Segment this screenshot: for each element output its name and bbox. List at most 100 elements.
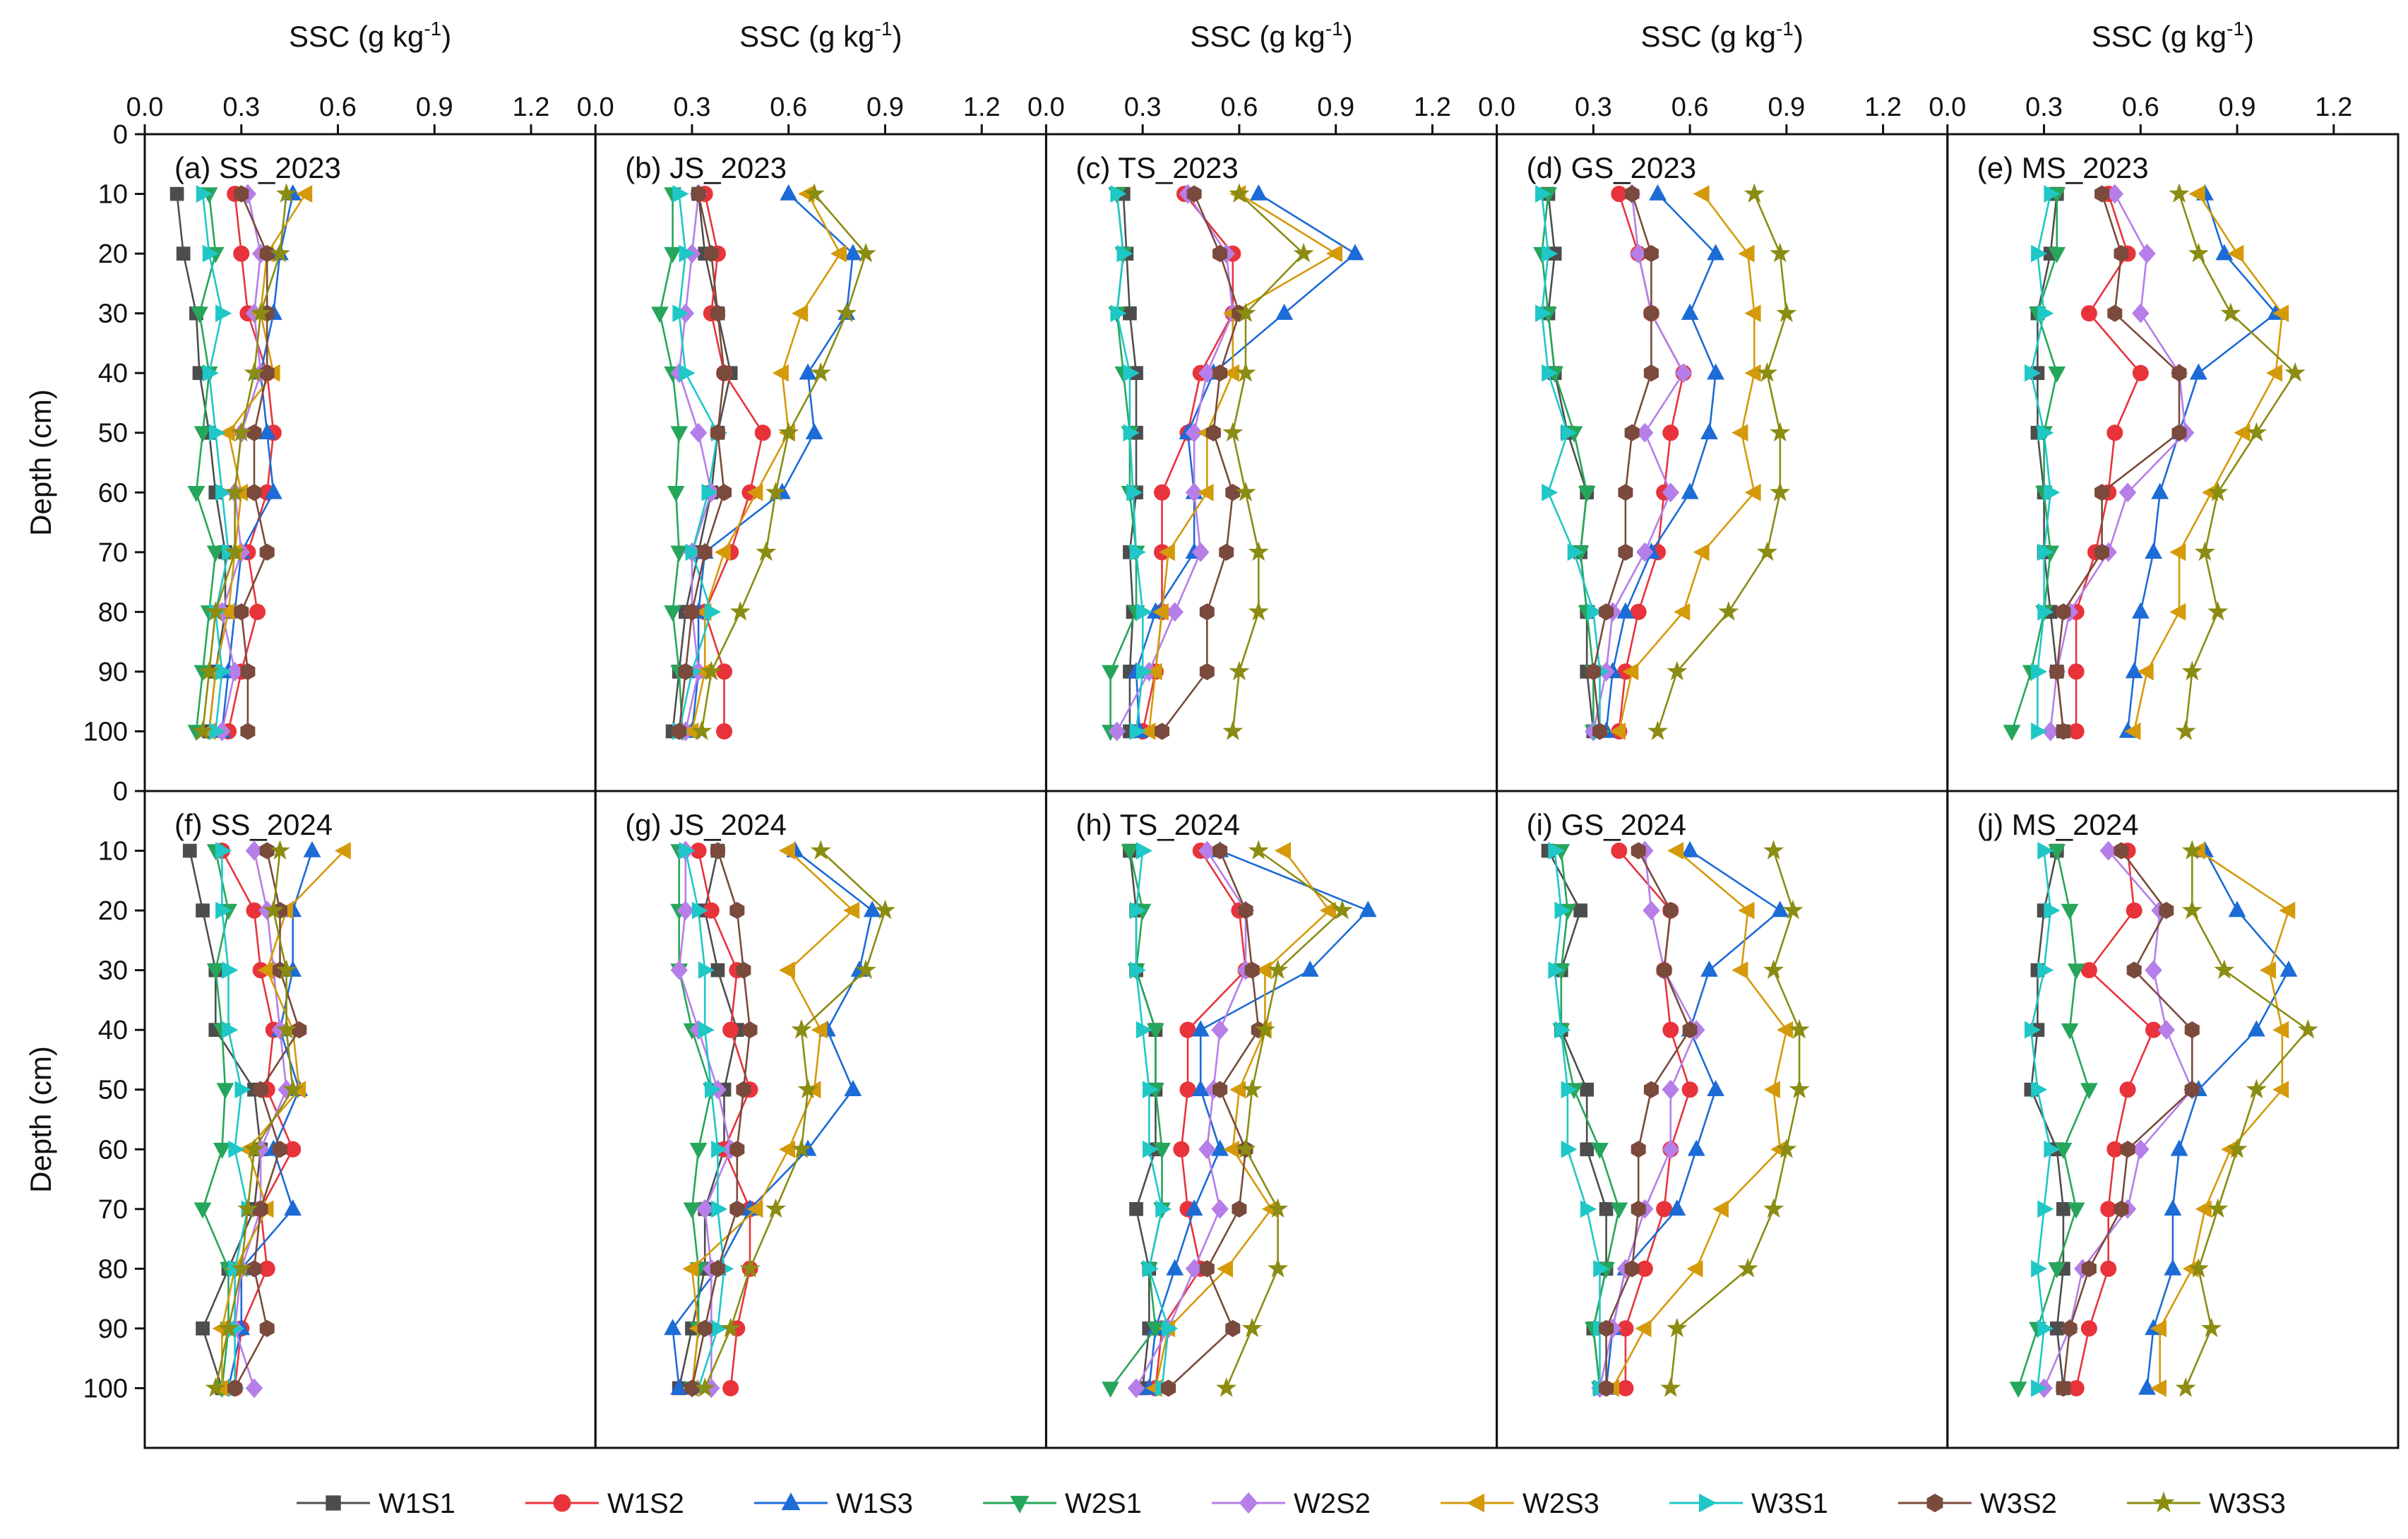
data-point xyxy=(696,1199,714,1219)
x-tick-label: 0.0 xyxy=(1478,93,1515,122)
data-point xyxy=(2048,844,2066,861)
series-line xyxy=(1541,194,1601,732)
data-point xyxy=(729,1141,745,1158)
series-line xyxy=(201,194,287,732)
data-point xyxy=(2175,1377,2196,1397)
data-point xyxy=(2031,662,2048,681)
data-point xyxy=(193,426,212,443)
data-point xyxy=(1216,1377,1237,1397)
y-tick-label: 30 xyxy=(98,299,128,329)
series-W3S3 xyxy=(2175,840,2318,1397)
data-point xyxy=(1707,244,1724,261)
data-point xyxy=(234,603,249,621)
data-point xyxy=(2246,1079,2267,1099)
data-point xyxy=(683,1202,701,1219)
y-tick-label: 40 xyxy=(98,359,128,388)
data-point xyxy=(1643,244,1659,263)
series-line xyxy=(678,194,719,732)
data-point xyxy=(1143,1140,1159,1158)
data-point xyxy=(216,1083,234,1100)
data-point xyxy=(2056,1379,2071,1397)
data-point xyxy=(206,963,225,980)
x-tick-label: 0.6 xyxy=(770,93,807,122)
data-point xyxy=(2195,1200,2212,1218)
data-point xyxy=(2068,663,2085,680)
data-point xyxy=(2169,602,2186,621)
data-point xyxy=(250,302,271,323)
data-point xyxy=(1681,482,1699,499)
y-tick-label: 0 xyxy=(113,777,128,807)
y-tick-label: 60 xyxy=(98,478,128,508)
series-W3S3 xyxy=(2169,183,2306,740)
data-point xyxy=(698,961,715,980)
data-point xyxy=(2056,1201,2070,1216)
data-point xyxy=(711,1140,728,1158)
data-point xyxy=(2215,244,2234,261)
data-point xyxy=(2037,961,2054,980)
series-W3S2 xyxy=(672,185,732,740)
data-point xyxy=(716,723,733,739)
data-point xyxy=(2297,1018,2318,1039)
series-line xyxy=(195,194,217,732)
data-point xyxy=(2150,1379,2166,1397)
data-point xyxy=(245,1378,263,1398)
series-line xyxy=(2056,194,2181,732)
data-point xyxy=(1662,1139,1679,1160)
data-point xyxy=(196,903,210,917)
series-W3S3 xyxy=(1222,183,1314,740)
x-axis-title: SSC (g kg-1) xyxy=(739,18,902,53)
data-point xyxy=(722,1379,739,1396)
series-line xyxy=(1618,850,1691,1389)
series-line xyxy=(701,193,867,732)
data-point xyxy=(2099,840,2117,861)
data-point xyxy=(676,901,695,921)
panel-label: (j) MS_2024 xyxy=(1977,808,2139,841)
data-point xyxy=(714,543,731,561)
data-point xyxy=(1738,244,1755,263)
data-point xyxy=(1744,364,1761,382)
data-point xyxy=(1732,424,1748,442)
data-point xyxy=(1153,1143,1171,1159)
y-tick-label: 20 xyxy=(98,896,128,926)
x-tick-label: 0.9 xyxy=(416,93,453,122)
data-point xyxy=(2131,602,2150,619)
data-point xyxy=(1235,481,1256,501)
series-line xyxy=(2030,850,2065,1389)
series-line xyxy=(176,194,227,732)
data-point xyxy=(1763,1198,1784,1218)
data-point xyxy=(2054,1143,2073,1159)
data-point xyxy=(1542,244,1558,263)
x-tick-label: 1.2 xyxy=(1414,93,1451,122)
data-point xyxy=(2272,1021,2289,1039)
data-point xyxy=(1756,541,1778,561)
data-point xyxy=(2048,366,2066,383)
data-point xyxy=(1254,1018,1275,1039)
data-point xyxy=(2037,1200,2054,1218)
series-line xyxy=(1657,193,1788,732)
data-point xyxy=(1211,1139,1229,1156)
data-point xyxy=(2181,840,2203,860)
panel-label: (f) SS_2024 xyxy=(174,808,333,841)
data-point xyxy=(1618,484,1633,501)
data-point xyxy=(836,302,857,323)
data-point xyxy=(2094,185,2110,203)
data-point xyxy=(240,662,256,681)
data-point xyxy=(1681,840,1699,857)
data-point xyxy=(1198,363,1216,384)
y-tick-label: 90 xyxy=(98,1314,128,1344)
data-point xyxy=(1770,422,1791,442)
data-point xyxy=(1587,602,1604,621)
data-point xyxy=(756,541,777,561)
y-tick-label: 80 xyxy=(98,598,128,627)
series-line xyxy=(240,193,268,732)
data-point xyxy=(672,304,689,323)
y-axis-title: Depth (cm) xyxy=(24,389,57,536)
series-line xyxy=(1605,193,1717,732)
legend-label: W2S1 xyxy=(1065,1488,1142,1519)
data-point xyxy=(710,424,725,441)
series-line xyxy=(221,194,294,732)
data-point xyxy=(1185,482,1203,503)
panel-frame xyxy=(1044,133,1498,792)
x-tick-label: 0.0 xyxy=(577,93,614,122)
series-W1S3 xyxy=(213,184,302,738)
